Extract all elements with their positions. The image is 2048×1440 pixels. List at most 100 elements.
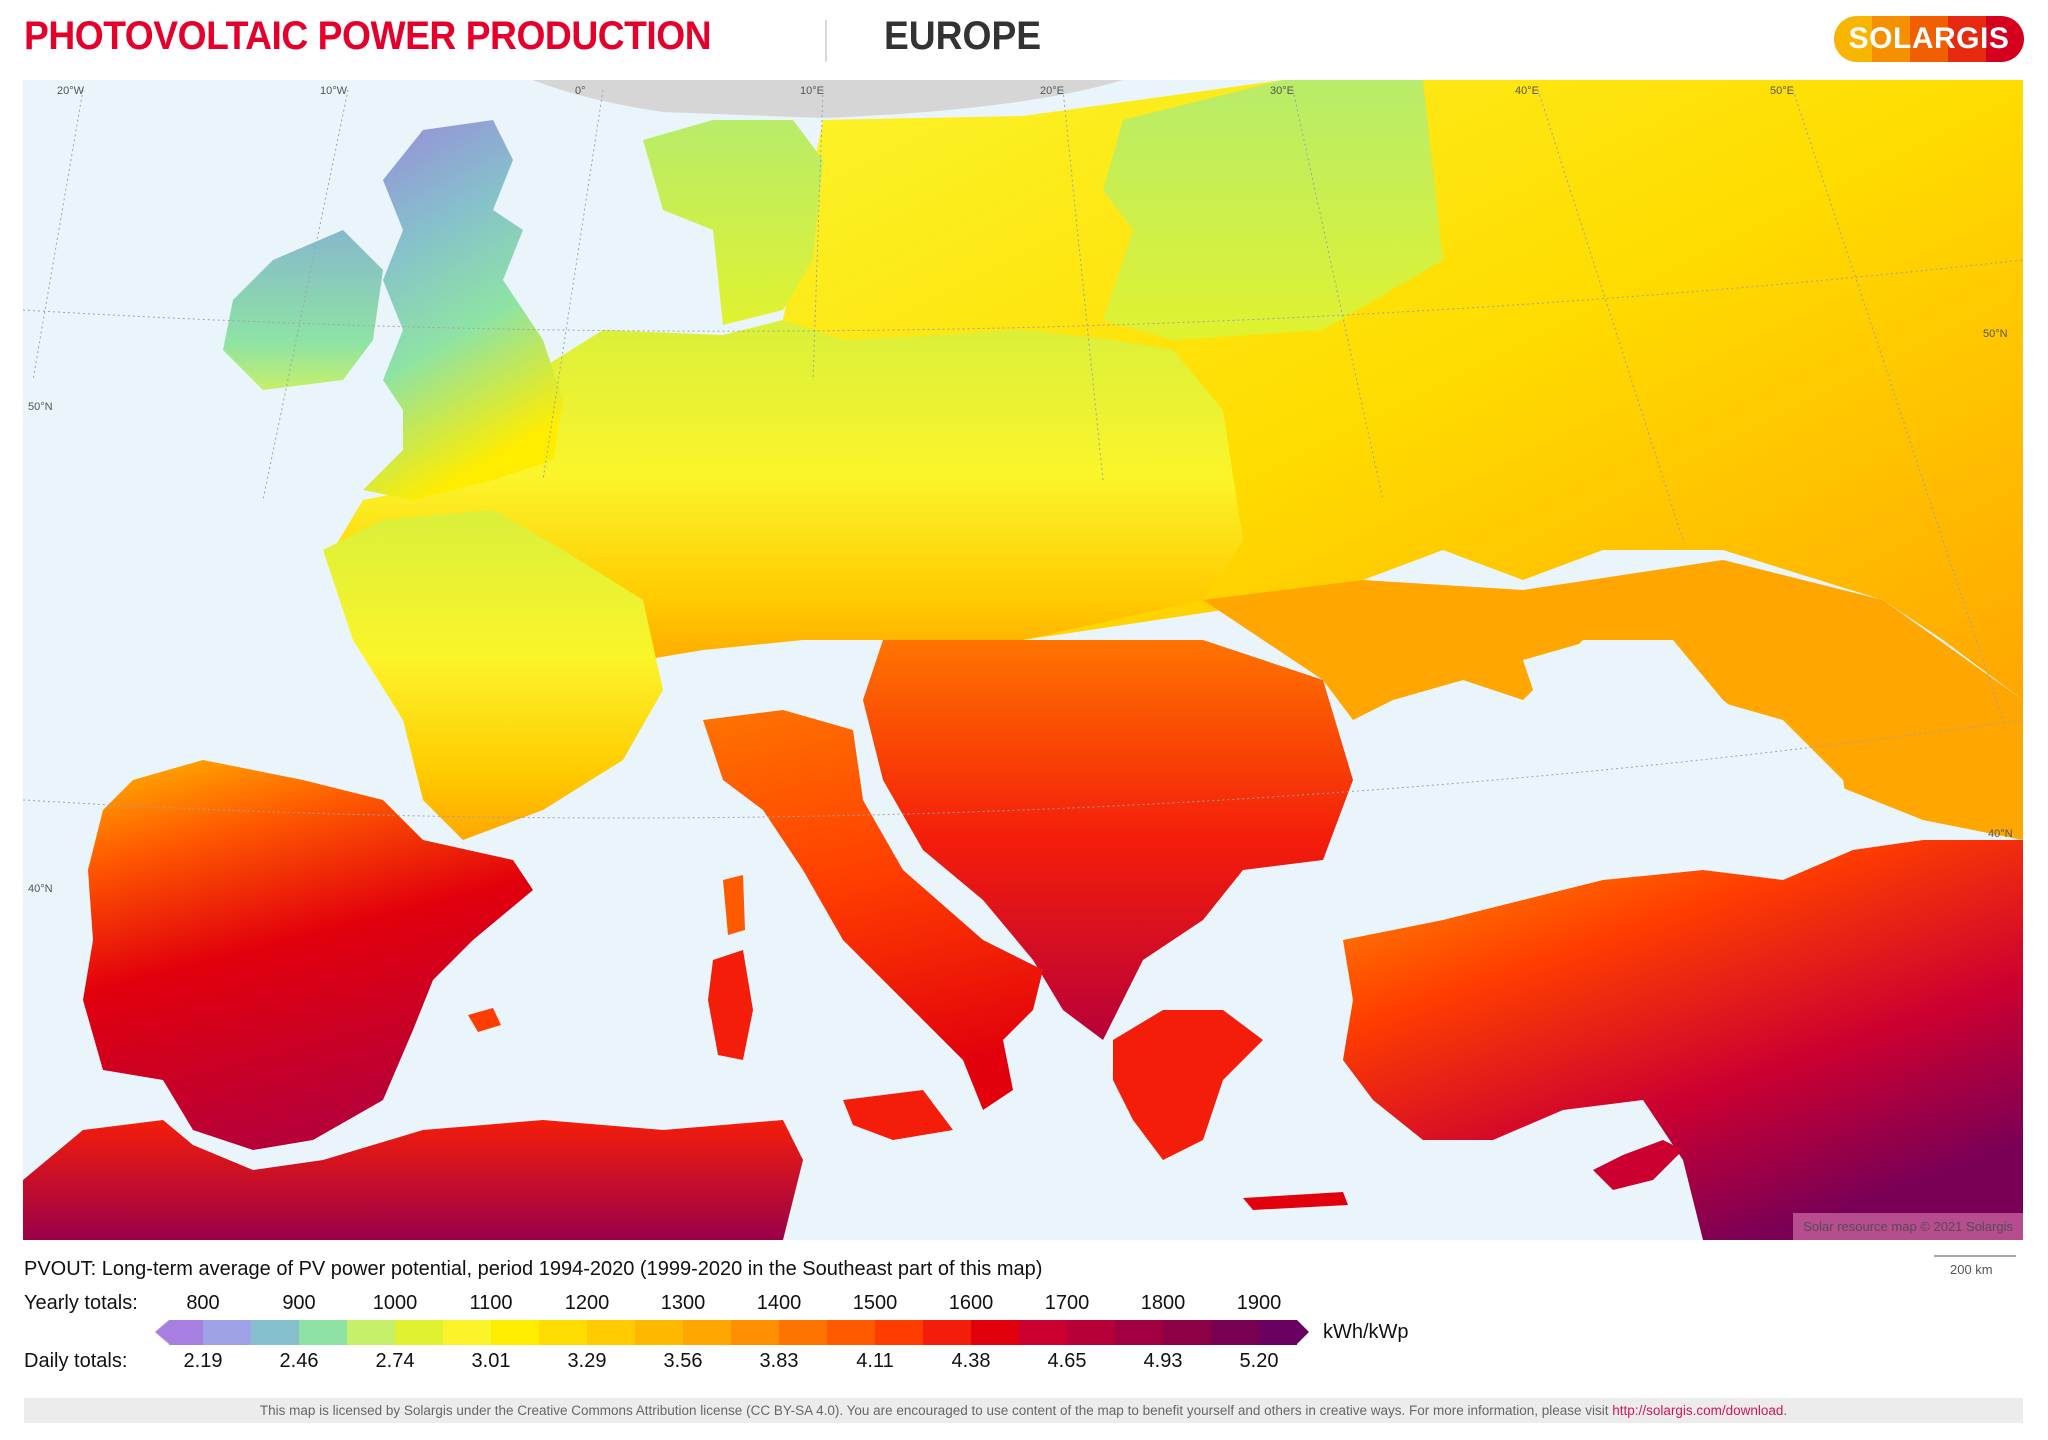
colorbar-swatch xyxy=(1163,1320,1211,1345)
license-bar: This map is licensed by Solargis under t… xyxy=(24,1398,2023,1423)
legend-colorbar xyxy=(155,1320,1309,1345)
yearly-tick: 1500 xyxy=(852,1292,898,1314)
daily-tick: 3.29 xyxy=(567,1350,607,1372)
colorbar-swatch xyxy=(875,1320,923,1345)
longitude-label: 40°E xyxy=(1515,85,1539,97)
map-attribution: Solar resource map © 2021 Solargis xyxy=(1793,1213,2023,1240)
latitude-label: 50°N xyxy=(1983,328,2008,340)
scale-bar xyxy=(1934,1255,2016,1257)
colorbar-swatch xyxy=(1211,1320,1259,1345)
colorbar-swatch xyxy=(683,1320,731,1345)
land-balearic xyxy=(468,1008,501,1032)
yearly-tick: 1200 xyxy=(564,1292,610,1314)
land-france xyxy=(323,510,663,840)
colorbar-swatch xyxy=(1019,1320,1067,1345)
colorbar-swatch xyxy=(251,1320,299,1345)
latitude-label: 40°N xyxy=(28,883,53,895)
longitude-label: 0° xyxy=(575,85,586,97)
daily-tick: 2.46 xyxy=(279,1350,319,1372)
yearly-tick: 1800 xyxy=(1140,1292,1186,1314)
yearly-tick: 1100 xyxy=(469,1292,513,1314)
longitude-label: 10°W xyxy=(320,85,348,97)
colorbar-swatch xyxy=(1067,1320,1115,1345)
land-crete xyxy=(1243,1192,1348,1210)
land-corsica xyxy=(723,875,745,935)
colorbar-swatch xyxy=(203,1320,251,1345)
land-great-britain xyxy=(363,120,563,500)
longitude-label: 30°E xyxy=(1270,85,1294,97)
logo-stripe xyxy=(1872,16,1910,62)
yearly-tick: 1600 xyxy=(948,1292,994,1314)
land-turkey xyxy=(1343,840,2023,1240)
longitude-label: 20°W xyxy=(57,85,85,97)
daily-tick: 3.56 xyxy=(663,1350,703,1372)
logo-text: SOLARGIS xyxy=(1848,22,2010,55)
colorbar-swatch xyxy=(587,1320,635,1345)
daily-tick: 3.01 xyxy=(471,1350,511,1372)
solargis-logo[interactable]: SOLARGIS xyxy=(1834,16,2024,62)
yearly-tick: 1700 xyxy=(1044,1292,1090,1314)
legend-unit: kWh/kWp xyxy=(1323,1321,1409,1343)
colorbar-swatch xyxy=(827,1320,875,1345)
colorbar-swatch xyxy=(923,1320,971,1345)
land-scandinavia xyxy=(643,120,823,325)
daily-tick: 4.11 xyxy=(856,1350,894,1372)
yearly-tick: 1400 xyxy=(756,1292,802,1314)
land-iberia xyxy=(83,760,533,1150)
latitude-label: 50°N xyxy=(28,401,53,413)
colorbar-swatch xyxy=(971,1320,1019,1345)
logo-stripe xyxy=(1834,16,1872,62)
colorbar-swatch xyxy=(299,1320,347,1345)
colorbar-swatch xyxy=(539,1320,587,1345)
land-sicily xyxy=(843,1090,953,1140)
colorbar-swatch xyxy=(169,1320,203,1345)
colorbar-swatch xyxy=(347,1320,395,1345)
colorbar-arrow-left xyxy=(155,1320,169,1344)
pvout-map[interactable]: 20°W 10°W 0° 10°E 20°E 30°E 40°E 50°E 50… xyxy=(23,80,2023,1240)
daily-tick: 3.83 xyxy=(759,1350,799,1372)
latitude-label: 40°N xyxy=(1988,828,2013,840)
land-ireland xyxy=(223,230,383,390)
yearly-totals-label: Yearly totals: xyxy=(24,1292,138,1314)
daily-tick: 2.19 xyxy=(183,1350,223,1372)
page-title: PHOTOVOLTAIC POWER PRODUCTION xyxy=(24,14,712,58)
colorbar-swatch xyxy=(395,1320,443,1345)
daily-tick: 4.93 xyxy=(1143,1350,1183,1372)
daily-tick: 4.38 xyxy=(951,1350,991,1372)
daily-tick: 4.65 xyxy=(1047,1350,1087,1372)
license-text: This map is licensed by Solargis under t… xyxy=(259,1403,1613,1418)
land-greece xyxy=(1113,1010,1263,1160)
longitude-label: 50°E xyxy=(1770,85,1794,97)
yearly-tick: 800 xyxy=(186,1292,220,1314)
yearly-tick: 1000 xyxy=(372,1292,418,1314)
graticule xyxy=(23,89,2023,819)
map-canvas xyxy=(23,80,2023,1240)
land-north-africa xyxy=(23,1120,803,1240)
license-link[interactable]: http://solargis.com/download xyxy=(1612,1403,1784,1418)
daily-totals-label: Daily totals: xyxy=(24,1350,128,1372)
colorbar-swatch xyxy=(779,1320,827,1345)
colorbar-swatch xyxy=(443,1320,491,1345)
nodata-area xyxy=(533,80,1123,118)
region-title: EUROPE xyxy=(884,14,1042,58)
legend-caption: PVOUT: Long-term average of PV power pot… xyxy=(24,1258,1043,1280)
yearly-tick: 1900 xyxy=(1236,1292,1282,1314)
land-baltics xyxy=(1103,80,1443,340)
longitude-label: 20°E xyxy=(1040,85,1064,97)
header-divider xyxy=(825,20,827,62)
land-balkans xyxy=(863,640,1353,1040)
daily-tick: 5.20 xyxy=(1239,1350,1279,1372)
colorbar-swatch xyxy=(731,1320,779,1345)
land-italy xyxy=(703,710,1043,1110)
logo-stripe xyxy=(1986,16,2024,62)
colorbar-swatch xyxy=(491,1320,539,1345)
scale-label: 200 km xyxy=(1950,1262,1993,1277)
yearly-tick: 1300 xyxy=(660,1292,706,1314)
logo-stripe xyxy=(1948,16,1986,62)
land-cyprus xyxy=(1593,1140,1683,1190)
yearly-tick: 900 xyxy=(282,1292,316,1314)
daily-tick: 2.74 xyxy=(375,1350,415,1372)
black-sea xyxy=(1363,640,1853,920)
colorbar-swatch xyxy=(635,1320,683,1345)
colorbar-swatch xyxy=(1259,1320,1297,1345)
